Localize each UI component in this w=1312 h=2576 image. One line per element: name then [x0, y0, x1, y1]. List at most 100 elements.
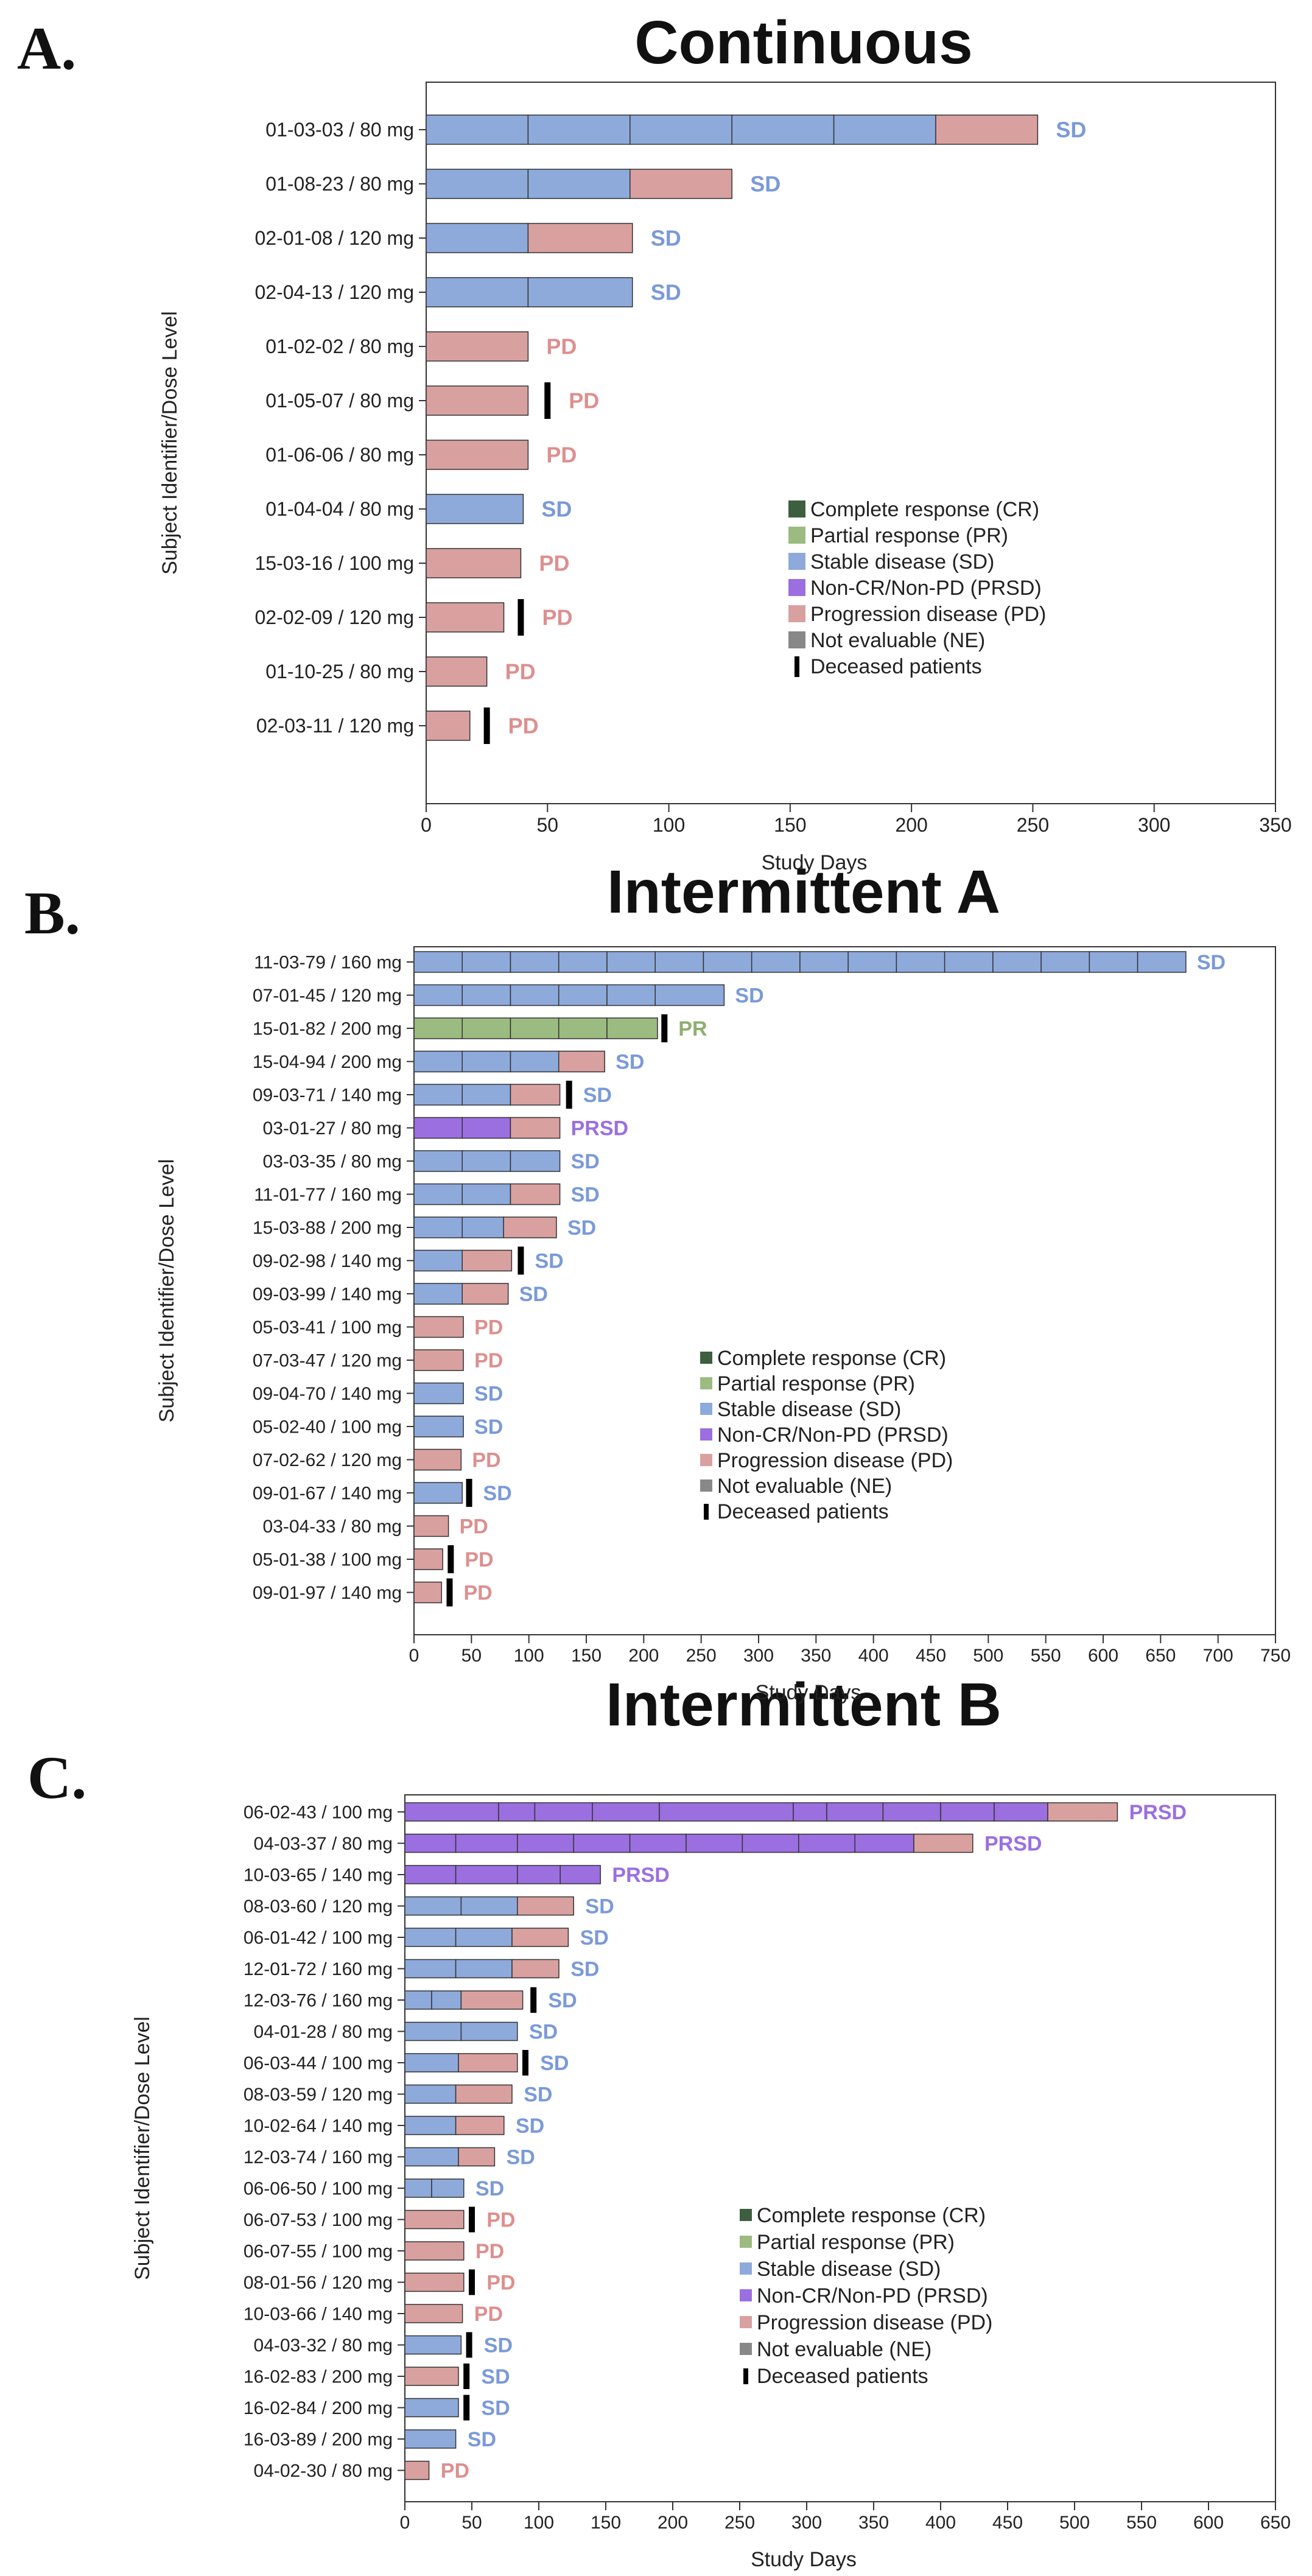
bar-segment-pd: [510, 1084, 561, 1106]
legend-label: Progression disease (PD): [757, 2311, 992, 2334]
legend-label: Non-CR/Non-PD (PRSD): [810, 577, 1042, 600]
subject-label: 09-02-98 / 140 mg: [253, 1251, 402, 1271]
bar-segment-sd: [404, 2147, 459, 2167]
bar-segment-sd: [460, 2021, 518, 2041]
best-response-label: SD: [580, 1926, 609, 1950]
subject-label: 09-01-67 / 140 mg: [253, 1484, 402, 1504]
x-axis-title: Study Days: [756, 1681, 861, 1704]
best-response-label: SD: [481, 2365, 510, 2388]
best-response-label: SD: [571, 1150, 600, 1173]
bar-segment-pd: [404, 2272, 465, 2292]
bar-segment-pd: [426, 656, 488, 687]
subject-label: 08-03-59 / 120 mg: [244, 2085, 393, 2105]
bar-segment-sd: [510, 1050, 560, 1073]
best-response-label: SD: [616, 1050, 644, 1073]
bar-segment-sd: [461, 951, 511, 973]
chart-title-intermittent-b: Intermittent B: [606, 1671, 1002, 1739]
x-tick-label: 0: [400, 2513, 410, 2533]
bar-segment-pd: [527, 223, 633, 253]
bar-segment-prsd: [560, 1865, 601, 1884]
bar-segment-sd: [510, 1150, 561, 1172]
bar-segment-sd: [460, 1896, 518, 1916]
bar-segment-prsd: [455, 1833, 518, 1853]
bar-segment-pd: [630, 169, 732, 199]
deceased-marker: [446, 1578, 453, 1607]
legend-label: Not evaluable (NE): [810, 629, 985, 652]
bar-segment-pr: [558, 1017, 608, 1039]
legend-swatch-sd: [700, 1403, 712, 1415]
x-tick-label: 500: [1059, 2513, 1090, 2533]
bar-segment-sd: [833, 114, 936, 145]
subject-label: 16-03-89 / 200 mg: [244, 2430, 393, 2450]
x-tick-label: 700: [1203, 1646, 1233, 1666]
bar-segment-sd: [461, 1216, 504, 1238]
bar-segment-sd: [606, 984, 656, 1006]
bar-segment-sd: [426, 169, 529, 199]
bar-segment-sd: [431, 1990, 462, 2010]
x-tick-label: 550: [1126, 2513, 1157, 2533]
best-response-label: SD: [548, 1989, 577, 2012]
x-axis-title: Study Days: [762, 851, 868, 874]
bar-segment-pd: [455, 2116, 505, 2135]
bar-segment-sd: [455, 1959, 513, 1979]
x-tick-label: 50: [461, 2513, 482, 2533]
legend-swatch-sd: [788, 553, 805, 570]
bar-segment-sd: [404, 1959, 457, 1979]
subject-label: 09-01-97 / 140 mg: [253, 1583, 402, 1603]
bar-segment-sd: [527, 277, 633, 307]
panel-letter-a: A.: [17, 15, 77, 82]
legend-label: Not evaluable (NE): [757, 2338, 931, 2361]
subject-label: 09-03-99 / 140 mg: [253, 1285, 402, 1305]
x-tick-label: 150: [591, 2513, 621, 2533]
bar-segment-pd: [913, 1833, 973, 1853]
subject-label: 08-03-60 / 120 mg: [244, 1897, 393, 1917]
bar-segment-pd: [558, 1050, 605, 1073]
bar-segment-prsd: [404, 1865, 457, 1884]
bar-segment-sd: [992, 951, 1042, 973]
y-axis-title: Subject Identifier/Dose Level: [158, 311, 181, 575]
bar-segment-sd: [654, 951, 704, 973]
best-response-label: PR: [678, 1017, 707, 1041]
bar-segment-sd: [404, 1928, 457, 1947]
legend-swatch-prsd: [700, 1428, 712, 1441]
subject-label: 15-04-94 / 200 mg: [253, 1052, 402, 1072]
subject-label: 01-05-07 / 80 mg: [265, 390, 414, 412]
legend-swatch-pr: [700, 1377, 712, 1389]
bar-segment-sd: [751, 951, 801, 973]
bar-segment-sd: [431, 2178, 465, 2198]
legend-label: Deceased patients: [717, 1500, 889, 1523]
legend-swatch-ne: [740, 2343, 752, 2355]
legend-swatch-cr: [788, 500, 805, 518]
best-response-label: SD: [529, 2020, 558, 2043]
x-tick-label: 100: [653, 814, 685, 836]
bar-segment-pd: [426, 385, 529, 416]
x-tick-label: 300: [1138, 814, 1170, 836]
legend-label: Deceased patients: [810, 655, 982, 678]
bar-segment-pd: [461, 1283, 509, 1305]
legend-swatch-prsd: [788, 579, 805, 596]
x-tick-label: 450: [992, 2513, 1023, 2533]
x-tick-label: 200: [628, 1646, 659, 1666]
x-tick-label: 100: [514, 1646, 544, 1666]
bar-segment-sd: [413, 984, 463, 1006]
subject-label: 04-03-37 / 80 mg: [254, 1834, 393, 1854]
bar-segment-prsd: [742, 1833, 799, 1853]
best-response-label: PD: [460, 1515, 488, 1538]
bar-segment-sd: [461, 984, 511, 1006]
bar-segment-sd: [413, 951, 463, 973]
bar-segment-sd: [404, 2398, 459, 2418]
x-tick-label: 200: [658, 2513, 688, 2533]
bar-segment-prsd: [517, 1865, 561, 1884]
subject-label: 01-04-04 / 80 mg: [265, 498, 414, 520]
best-response-label: SD: [524, 2083, 552, 2106]
best-response-label: SD: [1197, 951, 1226, 974]
bar-segment-pd: [511, 1959, 560, 1979]
bar-segment-pd: [404, 2367, 459, 2386]
legend-label: Deceased patients: [757, 2365, 928, 2388]
bar-segment-pr: [413, 1017, 463, 1039]
bar-segment-sd: [654, 984, 725, 1006]
bar-segment-sd: [413, 1482, 463, 1504]
bar-segment-pd: [426, 711, 471, 741]
bar-segment-sd: [944, 951, 994, 973]
subject-label: 04-01-28 / 80 mg: [254, 2022, 393, 2042]
